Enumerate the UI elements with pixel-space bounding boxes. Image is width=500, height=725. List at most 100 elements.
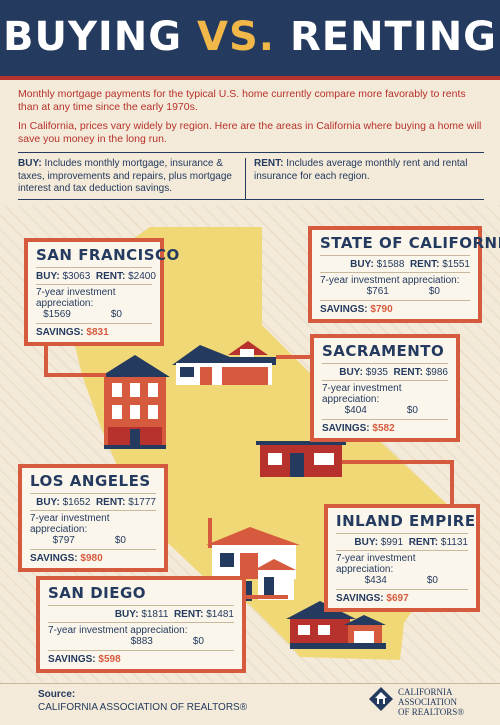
- savings-label: SAVINGS:: [48, 654, 96, 665]
- investment-label: 7-year investment appreciation:: [36, 287, 116, 309]
- buy-label: BUY:: [354, 537, 379, 548]
- buy-value: $3063: [62, 271, 91, 282]
- savings-label: SAVINGS:: [336, 593, 384, 604]
- region-name: LOS ANGELES: [30, 472, 156, 494]
- buy-rent-line: BUY: $1588 RENT: $1551: [320, 259, 470, 270]
- savings-label: SAVINGS:: [30, 553, 78, 564]
- buy-label: BUY:: [350, 259, 374, 270]
- victorian-house-icon: [100, 355, 170, 449]
- region-card-los-angeles: LOS ANGELES BUY: $1652 RENT: $1777 7-yea…: [18, 464, 168, 572]
- rent-value: $1481: [206, 609, 234, 620]
- source-organization: CALIFORNIA ASSOCIATION OF REALTORS®: [38, 702, 248, 713]
- investment-values: $761 $0: [320, 286, 470, 297]
- car-logo-text: CALIFORNIA ASSOCIATION OF REALTORS®: [398, 687, 464, 717]
- rent-label: RENT:: [393, 367, 423, 378]
- savings-value: $831: [86, 327, 109, 338]
- investment-buy-value: $434: [364, 575, 387, 586]
- rent-value: $1777: [128, 497, 156, 508]
- region-card-inland-empire: INLAND EMPIRE BUY: $991 RENT: $1131 7-ye…: [324, 504, 480, 612]
- investment-buy-value: $761: [366, 286, 389, 297]
- savings-label: SAVINGS:: [322, 423, 370, 434]
- investment-section: 7-year investment appreciation: $883 $0: [48, 622, 234, 647]
- investment-rent-value: $0: [192, 636, 204, 647]
- title-renting: RENTING: [289, 14, 498, 60]
- rent-value: $986: [425, 367, 448, 378]
- investment-label: 7-year investment appreciation:: [48, 625, 188, 636]
- investment-section: 7-year investment appreciation: $434 $0: [336, 550, 468, 586]
- investment-rent-value: $0: [428, 286, 440, 297]
- source-label: Source:: [38, 689, 76, 700]
- page-title: BUYING VS. RENTING: [0, 14, 500, 60]
- buy-value: $935: [365, 367, 388, 378]
- buy-value: $1652: [62, 497, 91, 508]
- region-card-state-of-california: STATE OF CALIFORNIA BUY: $1588 RENT: $15…: [308, 226, 500, 323]
- mid-connector-vertical: [450, 460, 454, 506]
- investment-values: $1569 $0: [36, 309, 152, 320]
- investment-rent-value: $0: [426, 575, 438, 586]
- investment-label: 7-year investment appreciation:: [320, 275, 460, 286]
- sd-connector: [244, 595, 288, 599]
- logo-line-2: ASSOCIATION: [398, 697, 458, 707]
- buy-label: BUY:: [339, 367, 363, 378]
- investment-buy-value: $797: [52, 535, 75, 546]
- investment-rent-value: $0: [406, 405, 418, 416]
- rent-value: $1131: [440, 537, 468, 548]
- buy-label: BUY:: [114, 609, 139, 620]
- savings-value: $790: [370, 304, 393, 315]
- investment-buy-value: $883: [130, 636, 153, 647]
- investment-values: $434 $0: [336, 575, 468, 586]
- investment-section: 7-year investment appreciation: $761 $0: [320, 272, 470, 297]
- savings-line: SAVINGS: $697: [336, 589, 468, 604]
- buy-value: $1588: [376, 259, 405, 270]
- intro-text: Monthly mortgage payments for the typica…: [18, 88, 484, 152]
- buy-definition-label: BUY:: [18, 158, 42, 169]
- investment-label: 7-year investment appreciation:: [336, 553, 416, 575]
- buy-label: BUY:: [36, 497, 60, 508]
- buy-rent-line: BUY: $3063 RENT: $2400: [36, 271, 156, 282]
- savings-label: SAVINGS:: [320, 304, 368, 315]
- rent-definition-text: Includes average monthly rent and rental…: [254, 158, 468, 182]
- investment-section: 7-year investment appreciation: $404 $0: [322, 380, 448, 416]
- investment-values: $883 $0: [48, 636, 234, 647]
- investment-section: 7-year investment appreciation: $797 $0: [30, 510, 156, 546]
- buy-value: $991: [380, 537, 404, 548]
- savings-value: $980: [80, 553, 103, 564]
- title-vs: VS.: [197, 14, 275, 60]
- buy-rent-line: BUY: $991 RENT: $1131: [336, 537, 468, 548]
- region-card-sacramento: SACRAMENTO BUY: $935 RENT: $986 7-year i…: [310, 334, 460, 442]
- savings-label: SAVINGS:: [36, 327, 84, 338]
- savings-line: SAVINGS: $582: [322, 419, 448, 434]
- modern-house-icon: [256, 441, 346, 477]
- sacramento-connector: [276, 355, 312, 359]
- split-level-house-icon: [286, 601, 386, 649]
- investment-label: 7-year investment appreciation:: [322, 383, 402, 405]
- buy-rent-line: BUY: $1652 RENT: $1777: [30, 497, 156, 508]
- region-name: SAN DIEGO: [48, 584, 234, 606]
- mid-connector-horizontal: [342, 460, 452, 464]
- investment-rent-value: $0: [110, 309, 122, 320]
- region-name: STATE OF CALIFORNIA: [320, 234, 500, 256]
- region-name: SAN FRANCISCO: [36, 246, 179, 268]
- intro-paragraph-2: In California, prices vary widely by reg…: [18, 120, 482, 145]
- savings-value: $582: [372, 423, 395, 434]
- definitions-bar: BUY: Includes monthly mortgage, insuranc…: [18, 152, 484, 200]
- savings-line: SAVINGS: $598: [48, 650, 234, 665]
- realtor-house-diamond-icon: [369, 687, 393, 711]
- rent-definition-label: RENT:: [254, 158, 284, 169]
- investment-buy-value: $1569: [43, 309, 71, 320]
- rent-label: RENT:: [95, 497, 126, 508]
- rent-label: RENT:: [409, 259, 440, 270]
- buy-definition-text: Includes monthly mortgage, insurance & t…: [18, 158, 232, 194]
- region-card-san-diego: SAN DIEGO BUY: $1811 RENT: $1481 7-year …: [36, 576, 246, 673]
- buy-rent-line: BUY: $935 RENT: $986: [322, 367, 448, 378]
- logo-line-1: CALIFORNIA: [398, 687, 453, 697]
- savings-value: $697: [386, 593, 409, 604]
- buy-definition: BUY: Includes monthly mortgage, insuranc…: [18, 158, 246, 199]
- investment-section: 7-year investment appreciation: $1569 $0: [36, 284, 152, 320]
- investment-values: $404 $0: [322, 405, 448, 416]
- region-card-san-francisco: SAN FRANCISCO BUY: $3063 RENT: $2400 7-y…: [24, 238, 179, 346]
- region-name: SACRAMENTO: [322, 342, 448, 364]
- savings-value: $598: [98, 654, 121, 665]
- la-connector: [208, 518, 212, 548]
- savings-line: SAVINGS: $831: [36, 323, 152, 338]
